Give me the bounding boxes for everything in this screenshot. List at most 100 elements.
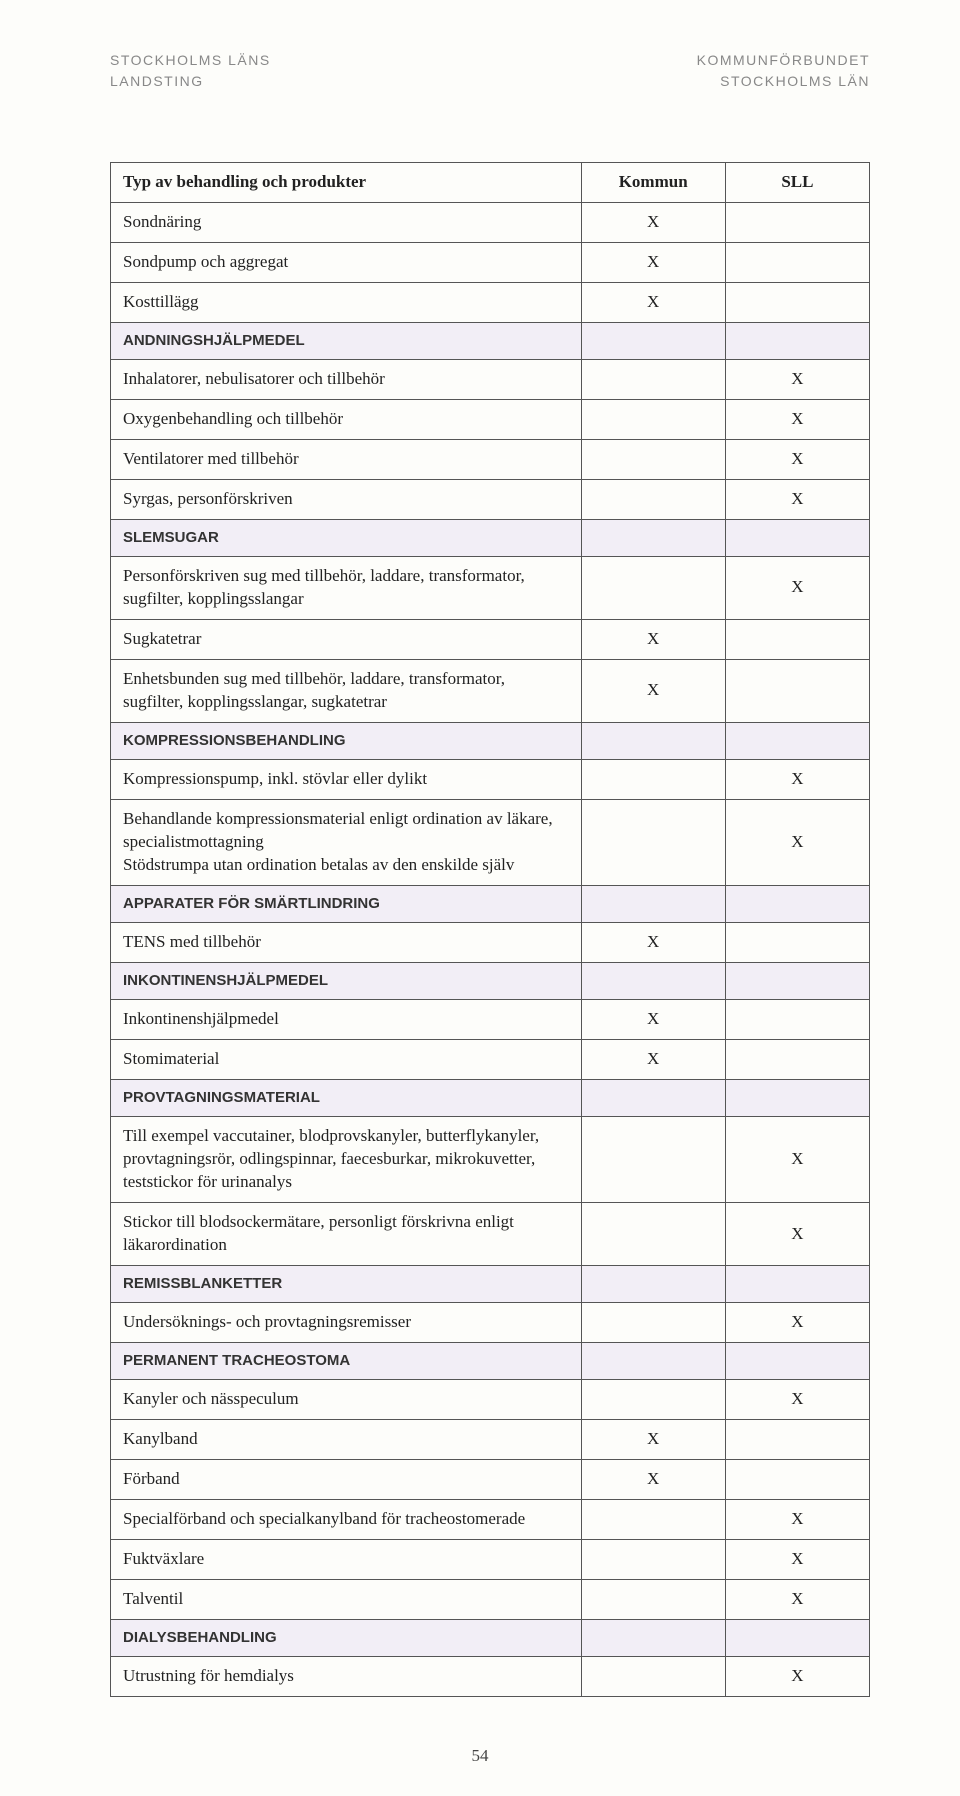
- row-kommun-cell: X: [581, 1460, 725, 1500]
- treatment-table: Typ av behandling och produkter Kommun S…: [110, 162, 870, 1697]
- section-kommun-cell: [581, 885, 725, 922]
- section-kommun-cell: [581, 1620, 725, 1657]
- row-label: Sondnäring: [111, 202, 582, 242]
- row-label: TENS med tillbehör: [111, 922, 582, 962]
- row-sll-cell: X: [725, 1657, 869, 1697]
- table-row: TENS med tillbehörX: [111, 922, 870, 962]
- section-header-row: KOMPRESSIONSBEHANDLING: [111, 722, 870, 759]
- table-row: Utrustning för hemdialys X: [111, 1657, 870, 1697]
- table-row: Behandlande kompressionsmaterial enligt …: [111, 799, 870, 885]
- section-header-row: PERMANENT TRACHEOSTOMA: [111, 1343, 870, 1380]
- section-header-row: SLEMSUGAR: [111, 519, 870, 556]
- section-label: SLEMSUGAR: [111, 519, 582, 556]
- row-sll-cell: X: [725, 1540, 869, 1580]
- section-label: PROVTAGNINGSMATERIAL: [111, 1080, 582, 1117]
- table-row: Personförskriven sug med tillbehör, ladd…: [111, 557, 870, 620]
- row-label: Fuktväxlare: [111, 1540, 582, 1580]
- table-header-row: Typ av behandling och produkter Kommun S…: [111, 163, 870, 203]
- row-sll-cell: [725, 1040, 869, 1080]
- row-kommun-cell: X: [581, 1000, 725, 1040]
- row-kommun-cell: X: [581, 282, 725, 322]
- table-row: Ventilatorer med tillbehör X: [111, 439, 870, 479]
- row-kommun-cell: X: [581, 202, 725, 242]
- row-label: Ventilatorer med tillbehör: [111, 439, 582, 479]
- document-header: STOCKHOLMS LÄNS LANDSTING KOMMUNFÖRBUNDE…: [110, 50, 870, 92]
- row-sll-cell: [725, 659, 869, 722]
- table-row: Fuktväxlare X: [111, 1540, 870, 1580]
- row-sll-cell: X: [725, 360, 869, 400]
- section-kommun-cell: [581, 1343, 725, 1380]
- section-kommun-cell: [581, 322, 725, 359]
- table-row: Till exempel vaccutainer, blodprovskanyl…: [111, 1117, 870, 1203]
- row-sll-cell: [725, 1460, 869, 1500]
- row-sll-cell: X: [725, 799, 869, 885]
- row-kommun-cell: X: [581, 1420, 725, 1460]
- table-row: KanylbandX: [111, 1420, 870, 1460]
- section-sll-cell: [725, 322, 869, 359]
- row-label: Kanyler och nässpeculum: [111, 1380, 582, 1420]
- table-row: Syrgas, personförskriven X: [111, 479, 870, 519]
- section-header-row: APPARATER FÖR SMÄRTLINDRING: [111, 885, 870, 922]
- table-row: StomimaterialX: [111, 1040, 870, 1080]
- row-label: Undersöknings- och provtagningsremisser: [111, 1303, 582, 1343]
- row-sll-cell: X: [725, 1303, 869, 1343]
- row-sll-cell: X: [725, 1380, 869, 1420]
- section-header-row: PROVTAGNINGSMATERIAL: [111, 1080, 870, 1117]
- row-kommun-cell: X: [581, 619, 725, 659]
- row-label: Inkontinenshjälpmedel: [111, 1000, 582, 1040]
- row-sll-cell: [725, 282, 869, 322]
- table-row: Specialförband och specialkanylband för …: [111, 1500, 870, 1540]
- row-kommun-cell: [581, 1657, 725, 1697]
- section-label: APPARATER FÖR SMÄRTLINDRING: [111, 885, 582, 922]
- row-kommun-cell: [581, 1540, 725, 1580]
- row-kommun-cell: [581, 479, 725, 519]
- row-sll-cell: [725, 619, 869, 659]
- row-kommun-cell: X: [581, 1040, 725, 1080]
- document-page: STOCKHOLMS LÄNS LANDSTING KOMMUNFÖRBUNDE…: [0, 0, 960, 1796]
- section-sll-cell: [725, 962, 869, 999]
- section-sll-cell: [725, 885, 869, 922]
- row-kommun-cell: [581, 759, 725, 799]
- row-label: Kosttillägg: [111, 282, 582, 322]
- section-label: ANDNINGSHJÄLPMEDEL: [111, 322, 582, 359]
- row-kommun-cell: X: [581, 659, 725, 722]
- row-label: Utrustning för hemdialys: [111, 1657, 582, 1697]
- section-label: PERMANENT TRACHEOSTOMA: [111, 1343, 582, 1380]
- row-label: Stickor till blodsockermätare, personlig…: [111, 1203, 582, 1266]
- row-label: Enhetsbunden sug med tillbehör, laddare,…: [111, 659, 582, 722]
- row-sll-cell: [725, 1420, 869, 1460]
- table-row: KosttilläggX: [111, 282, 870, 322]
- header-left-line1: STOCKHOLMS LÄNS: [110, 52, 271, 68]
- section-sll-cell: [725, 1620, 869, 1657]
- table-row: Enhetsbunden sug med tillbehör, laddare,…: [111, 659, 870, 722]
- row-kommun-cell: [581, 399, 725, 439]
- row-sll-cell: X: [725, 439, 869, 479]
- table-row: Oxygenbehandling och tillbehörX: [111, 399, 870, 439]
- header-right: KOMMUNFÖRBUNDET STOCKHOLMS LÄN: [697, 50, 870, 92]
- section-label: KOMPRESSIONSBEHANDLING: [111, 722, 582, 759]
- row-sll-cell: X: [725, 557, 869, 620]
- table-row: SugkatetrarX: [111, 619, 870, 659]
- row-kommun-cell: [581, 439, 725, 479]
- table-row: Inhalatorer, nebulisatorer och tillbehör…: [111, 360, 870, 400]
- section-header-row: INKONTINENSHJÄLPMEDEL: [111, 962, 870, 999]
- row-label: Förband: [111, 1460, 582, 1500]
- row-label: Specialförband och specialkanylband för …: [111, 1500, 582, 1540]
- table-row: Stickor till blodsockermätare, personlig…: [111, 1203, 870, 1266]
- row-kommun-cell: [581, 1303, 725, 1343]
- section-kommun-cell: [581, 722, 725, 759]
- row-label: Personförskriven sug med tillbehör, ladd…: [111, 557, 582, 620]
- row-kommun-cell: [581, 557, 725, 620]
- table-row: Undersöknings- och provtagningsremisser X: [111, 1303, 870, 1343]
- row-kommun-cell: [581, 1580, 725, 1620]
- row-kommun-cell: X: [581, 242, 725, 282]
- row-sll-cell: [725, 242, 869, 282]
- row-sll-cell: X: [725, 399, 869, 439]
- col-header-label: Typ av behandling och produkter: [111, 163, 582, 203]
- row-label: Kanylband: [111, 1420, 582, 1460]
- section-sll-cell: [725, 722, 869, 759]
- row-label: Kompressionspump, inkl. stövlar eller dy…: [111, 759, 582, 799]
- row-label: Syrgas, personförskriven: [111, 479, 582, 519]
- row-kommun-cell: [581, 799, 725, 885]
- row-sll-cell: X: [725, 479, 869, 519]
